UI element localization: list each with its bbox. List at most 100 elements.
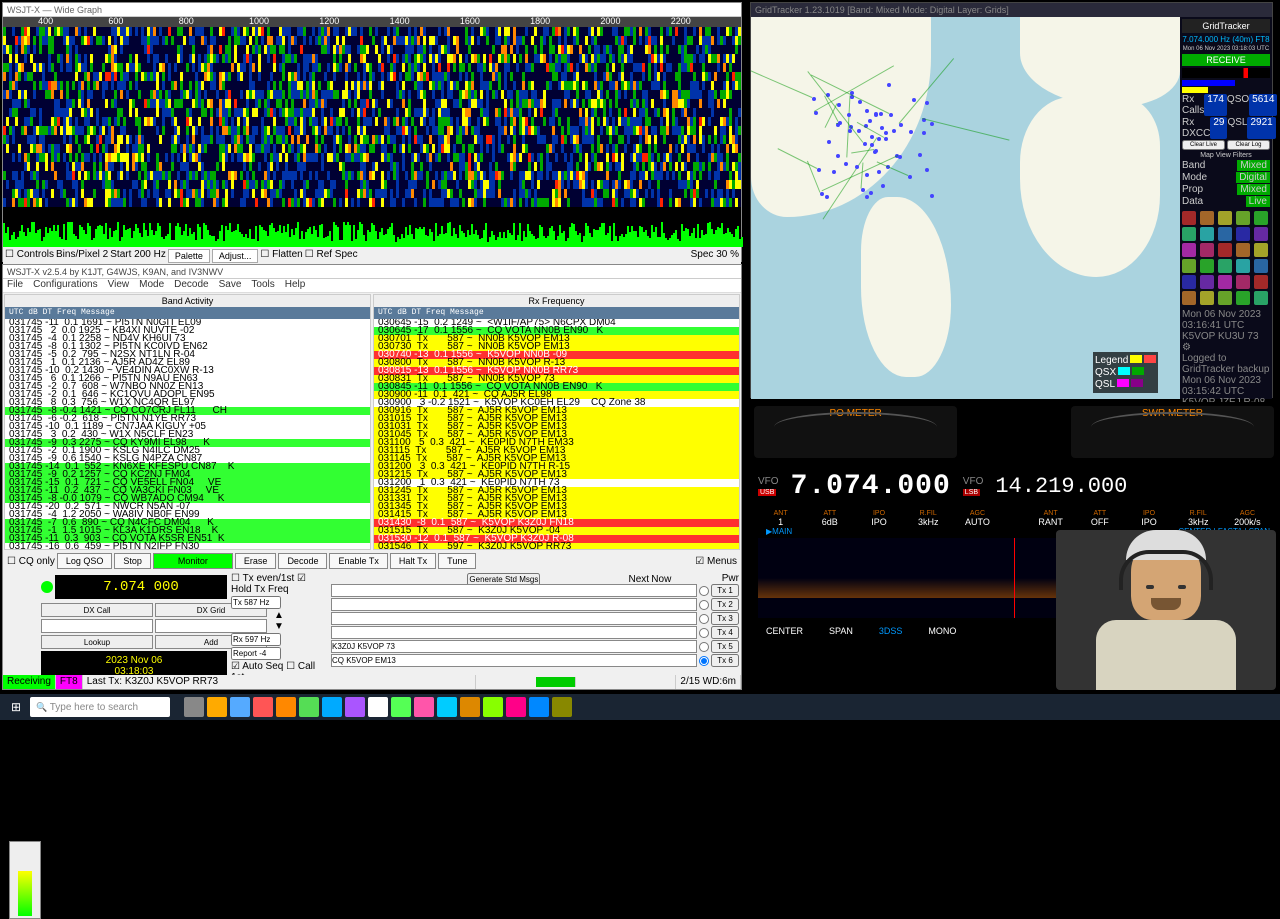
menus-checkbox[interactable]: Menus: [707, 556, 737, 567]
auto-seq-checkbox[interactable]: Auto Seq: [242, 661, 283, 672]
tx-radio-3[interactable]: [699, 614, 709, 624]
halt-tx-button[interactable]: Halt Tx: [390, 553, 436, 569]
start-button[interactable]: ⊞: [4, 697, 28, 717]
radio-btn-3dss[interactable]: 3DSS: [871, 624, 911, 638]
map-station[interactable]: [825, 195, 829, 199]
gt-icon-4[interactable]: [1254, 211, 1268, 225]
taskbar-icon-10[interactable]: [414, 697, 434, 717]
map-station[interactable]: [870, 143, 874, 147]
tx-button-1[interactable]: Tx 1: [711, 584, 739, 597]
tx-msg-3[interactable]: [331, 612, 697, 625]
menu-view[interactable]: View: [108, 279, 130, 290]
taskbar-icon-12[interactable]: [460, 697, 480, 717]
map-station[interactable]: [925, 101, 929, 105]
gt-icon-16[interactable]: [1200, 259, 1214, 273]
gt-icon-29[interactable]: [1254, 291, 1268, 305]
start-hz-spinner[interactable]: Start 200 Hz: [110, 249, 166, 263]
taskbar-icon-9[interactable]: [391, 697, 411, 717]
tx-radio-4[interactable]: [699, 628, 709, 638]
gt-icon-21[interactable]: [1200, 275, 1214, 289]
map-station[interactable]: [889, 113, 893, 117]
log-qso-button[interactable]: Log QSO: [57, 553, 113, 569]
tx-radio-2[interactable]: [699, 600, 709, 610]
tx-msg-1[interactable]: [331, 584, 697, 597]
gt-icon-24[interactable]: [1254, 275, 1268, 289]
param-agc[interactable]: AGCAUTO: [955, 510, 1000, 527]
tx-button-5[interactable]: Tx 5: [711, 640, 739, 653]
menu-tools[interactable]: Tools: [251, 279, 274, 290]
param-att[interactable]: ATTOFF: [1077, 510, 1122, 527]
tune-button[interactable]: Tune: [438, 553, 476, 569]
gt-icon-7[interactable]: [1218, 227, 1232, 241]
tx-even-checkbox[interactable]: Tx even/1st: [243, 573, 295, 584]
gt-icon-27[interactable]: [1218, 291, 1232, 305]
map-station[interactable]: [847, 113, 851, 117]
enable-tx-button[interactable]: Enable Tx: [329, 553, 387, 569]
gt-icon-12[interactable]: [1218, 243, 1232, 257]
map-station[interactable]: [912, 98, 916, 102]
frequency-display[interactable]: 7.074 000: [55, 575, 227, 599]
gt-icon-5[interactable]: [1182, 227, 1196, 241]
gt-icon-0[interactable]: [1182, 211, 1196, 225]
param-agc[interactable]: AGC200k/s: [1225, 510, 1270, 527]
param-ipo[interactable]: IPOIPO: [856, 510, 901, 527]
gt-icon-17[interactable]: [1218, 259, 1232, 273]
menu-file[interactable]: File: [7, 279, 23, 290]
gt-icon-8[interactable]: [1236, 227, 1250, 241]
erase-button[interactable]: Erase: [235, 553, 277, 569]
ref-spec-checkbox[interactable]: Ref Spec: [316, 249, 357, 260]
palette-button[interactable]: Palette: [168, 249, 210, 263]
taskbar-icon-16[interactable]: [552, 697, 572, 717]
tx-radio-1[interactable]: [699, 586, 709, 596]
gt-icon-6[interactable]: [1200, 227, 1214, 241]
param-ant[interactable]: ANT1: [758, 510, 803, 527]
clear-log-button[interactable]: Clear Log: [1227, 140, 1270, 150]
gt-icon-3[interactable]: [1236, 211, 1250, 225]
dx-call-button[interactable]: DX Call: [41, 603, 153, 617]
map-station[interactable]: [887, 83, 891, 87]
bins-pixel-spinner[interactable]: Bins/Pixel 2: [56, 249, 108, 263]
report-spinner[interactable]: [231, 647, 281, 660]
decode-button[interactable]: Decode: [278, 553, 327, 569]
tx-button-2[interactable]: Tx 2: [711, 598, 739, 611]
menu-help[interactable]: Help: [285, 279, 306, 290]
gt-icon-9[interactable]: [1254, 227, 1268, 241]
map-station[interactable]: [873, 150, 877, 154]
hold-tx-checkbox[interactable]: Hold Tx Freq: [231, 584, 289, 595]
taskbar-icon-13[interactable]: [483, 697, 503, 717]
taskbar-icon-0[interactable]: [184, 697, 204, 717]
map-station[interactable]: [879, 112, 883, 116]
gt-icon-14[interactable]: [1254, 243, 1268, 257]
gt-icon-13[interactable]: [1236, 243, 1250, 257]
gt-icon-1[interactable]: [1200, 211, 1214, 225]
param-ant[interactable]: ANTRANT: [1028, 510, 1073, 527]
gt-icon-22[interactable]: [1218, 275, 1232, 289]
param-r.fil[interactable]: R.FIL3kHz: [1176, 510, 1221, 527]
radio-btn-center[interactable]: CENTER: [758, 624, 811, 638]
map-station[interactable]: [869, 191, 873, 195]
waterfall-display[interactable]: [3, 27, 741, 207]
map-station[interactable]: [884, 131, 888, 135]
map-station[interactable]: [881, 184, 885, 188]
map-station[interactable]: [865, 195, 869, 199]
frequency-a[interactable]: 7.074.000: [791, 471, 951, 502]
param-att[interactable]: ATT6dB: [807, 510, 852, 527]
tx-freq-spinner[interactable]: [231, 596, 281, 609]
dx-call-input[interactable]: [41, 619, 153, 633]
gt-icon-28[interactable]: [1236, 291, 1250, 305]
taskbar-icon-15[interactable]: [529, 697, 549, 717]
gt-icon-19[interactable]: [1254, 259, 1268, 273]
map-station[interactable]: [922, 131, 926, 135]
spec-spinner[interactable]: Spec 30 %: [691, 249, 739, 263]
gt-icon-18[interactable]: [1236, 259, 1250, 273]
radio-btn-mono[interactable]: MONO: [920, 624, 964, 638]
map-station[interactable]: [877, 170, 881, 174]
taskbar-icon-8[interactable]: [368, 697, 388, 717]
radio-btn-span[interactable]: SPAN: [821, 624, 861, 638]
rx-freq-spinner[interactable]: [231, 633, 281, 646]
map-station[interactable]: [909, 130, 913, 134]
menu-mode[interactable]: Mode: [139, 279, 164, 290]
frequency-b[interactable]: 14.219.000: [995, 474, 1127, 499]
taskbar-icon-5[interactable]: [299, 697, 319, 717]
map-station[interactable]: [832, 170, 836, 174]
